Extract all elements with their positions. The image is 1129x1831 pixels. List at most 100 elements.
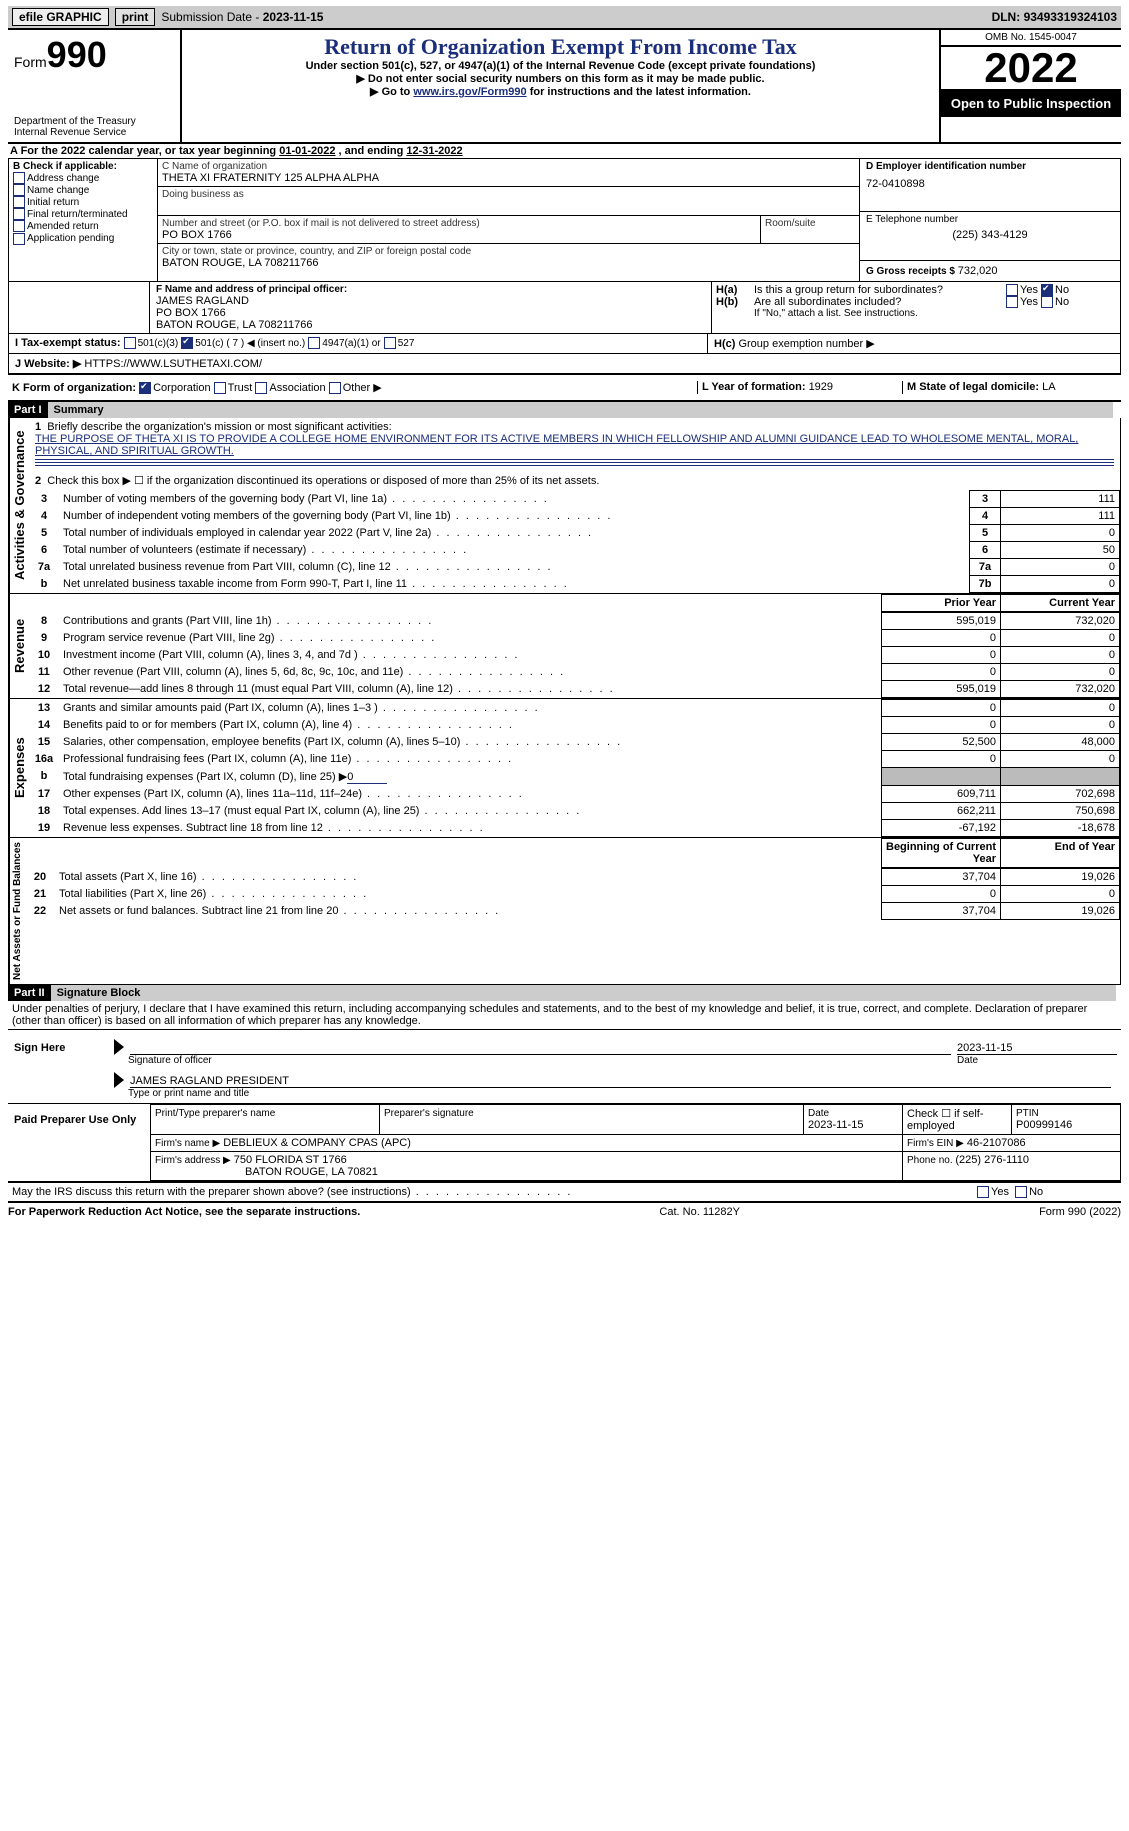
side-activities: Activities & Governance [9, 418, 29, 593]
firm-name: DEBLIEUX & COMPANY CPAS (APC) [223, 1137, 411, 1149]
table-row: 9Program service revenue (Part VIII, lin… [29, 630, 1120, 647]
dln: DLN: 93493319324103 [992, 10, 1117, 24]
city-state-zip: BATON ROUGE, LA 708211766 [162, 257, 855, 269]
line-a: A For the 2022 calendar year, or tax yea… [8, 144, 1121, 159]
line2-text: Check this box ▶ ☐ if the organization d… [47, 475, 599, 487]
i-527[interactable] [384, 337, 396, 349]
table-row: 4Number of independent voting members of… [29, 508, 1120, 525]
discuss-no[interactable] [1015, 1186, 1027, 1198]
table-row: 20Total assets (Part X, line 16)37,70419… [25, 869, 1120, 886]
mission-text: THE PURPOSE OF THETA XI IS TO PROVIDE A … [35, 433, 1078, 457]
org-name: THETA XI FRATERNITY 125 ALPHA ALPHA [162, 172, 855, 184]
chk-app-pending[interactable]: Application pending [13, 232, 153, 244]
street-address: PO BOX 1766 [162, 229, 756, 241]
side-revenue: Revenue [9, 594, 29, 698]
table-row: 19Revenue less expenses. Subtract line 1… [29, 820, 1120, 837]
box-g-label: G Gross receipts $ [866, 266, 958, 277]
submission-date-label: Submission Date - 2023-11-15 [161, 10, 323, 24]
tax-year: 2022 [941, 46, 1121, 90]
arrow-icon [114, 1072, 124, 1088]
chk-name-change[interactable]: Name change [13, 184, 153, 196]
hb-yes[interactable] [1006, 296, 1018, 308]
paid-preparer-label: Paid Preparer Use Only [8, 1104, 150, 1181]
ha-no[interactable] [1041, 284, 1053, 296]
header-grid: B Check if applicable: Address change Na… [8, 159, 1121, 282]
line-k-label: K Form of organization: [12, 382, 136, 394]
table-row: 8Contributions and grants (Part VIII, li… [29, 613, 1120, 630]
k-corp[interactable] [139, 382, 151, 394]
line-i-label: I Tax-exempt status: [15, 337, 121, 349]
box-f-label: F Name and address of principal officer: [156, 284, 705, 295]
ha-text: Is this a group return for subordinates? [754, 284, 1006, 296]
table-row: 7aTotal unrelated business revenue from … [29, 559, 1120, 576]
table-row: bTotal fundraising expenses (Part IX, co… [29, 768, 1120, 786]
table-row: 12Total revenue—add lines 8 through 11 (… [29, 681, 1120, 698]
part2-header: Part IISignature Block [8, 985, 1121, 1001]
ptin: P00999146 [1016, 1119, 1072, 1131]
hb-no[interactable] [1041, 296, 1053, 308]
box-c-label: C Name of organization [162, 161, 855, 172]
phone-value: (225) 343-4129 [866, 225, 1114, 241]
efile-button[interactable]: efile GRAPHIC [12, 8, 109, 26]
table-row: 21Total liabilities (Part X, line 26)00 [25, 886, 1120, 903]
chk-initial-return[interactable]: Initial return [13, 196, 153, 208]
website-value: HTTPS://WWW.LSUTHETAXI.COM/ [84, 358, 262, 370]
box-e-label: E Telephone number [866, 214, 1114, 225]
table-row: 14Benefits paid to or for members (Part … [29, 717, 1120, 734]
street-label: Number and street (or P.O. box if mail i… [162, 218, 756, 229]
f-h-grid: F Name and address of principal officer:… [8, 282, 1121, 334]
table-row: 18Total expenses. Add lines 13–17 (must … [29, 803, 1120, 820]
table-row: 15Salaries, other compensation, employee… [29, 734, 1120, 751]
firm-phone: (225) 276-1110 [955, 1154, 1029, 1166]
chk-address-change[interactable]: Address change [13, 172, 153, 184]
dept-treasury: Department of the Treasury [14, 116, 174, 127]
table-row: 22Net assets or fund balances. Subtract … [25, 903, 1120, 920]
state-domicile: LA [1042, 381, 1055, 393]
i-501c[interactable] [181, 337, 193, 349]
table-row: bNet unrelated business taxable income f… [29, 576, 1120, 593]
line-j-label: J Website: ▶ [15, 358, 81, 370]
form-header: Form990 Department of the Treasury Inter… [8, 28, 1121, 144]
subtitle-1: Under section 501(c), 527, or 4947(a)(1)… [188, 60, 933, 72]
part1-header: Part ISummary [8, 402, 1121, 418]
subtitle-3: ▶ Go to www.irs.gov/Form990 for instruct… [188, 85, 933, 98]
side-expenses: Expenses [9, 699, 29, 837]
firm-addr1: 750 FLORIDA ST 1766 [234, 1154, 347, 1166]
arrow-icon [114, 1039, 124, 1055]
chk-amended[interactable]: Amended return [13, 220, 153, 232]
gross-receipts: 732,020 [958, 265, 998, 277]
i-501c3[interactable] [124, 337, 136, 349]
sign-date: 2023-11-15 [957, 1042, 1117, 1055]
table-row: 16aProfessional fundraising fees (Part I… [29, 751, 1120, 768]
hc-text: Group exemption number ▶ [738, 338, 874, 350]
table-row: 17Other expenses (Part IX, column (A), l… [29, 786, 1120, 803]
irs-link[interactable]: www.irs.gov/Form990 [413, 86, 526, 98]
ein-value: 72-0410898 [866, 172, 1114, 190]
penalties-text: Under penalties of perjury, I declare th… [8, 1001, 1121, 1030]
discuss-yes[interactable] [977, 1186, 989, 1198]
sign-here-label: Sign Here [8, 1030, 110, 1103]
topbar: efile GRAPHIC print Submission Date - 20… [8, 6, 1121, 28]
page-footer: For Paperwork Reduction Act Notice, see … [8, 1203, 1121, 1218]
chk-final-return[interactable]: Final return/terminated [13, 208, 153, 220]
officer-addr1: PO BOX 1766 [156, 307, 705, 319]
subtitle-2: ▶ Do not enter social security numbers o… [188, 72, 933, 85]
hb-text: Are all subordinates included? [754, 296, 1006, 308]
firm-addr2: BATON ROUGE, LA 70821 [155, 1166, 378, 1178]
k-assoc[interactable] [255, 382, 267, 394]
discuss-text: May the IRS discuss this return with the… [12, 1186, 977, 1198]
dba-label: Doing business as [162, 189, 855, 200]
table-row: 11Other revenue (Part VIII, column (A), … [29, 664, 1120, 681]
table-row: 13Grants and similar amounts paid (Part … [29, 700, 1120, 717]
i-4947[interactable] [308, 337, 320, 349]
print-button[interactable]: print [115, 8, 156, 26]
form-title: Return of Organization Exempt From Incom… [188, 34, 933, 60]
room-label: Room/suite [765, 218, 855, 229]
k-trust[interactable] [214, 382, 226, 394]
k-other[interactable] [329, 382, 341, 394]
form-number: Form990 [14, 34, 174, 76]
year-formation: 1929 [809, 381, 833, 393]
ha-yes[interactable] [1006, 284, 1018, 296]
city-label: City or town, state or province, country… [162, 246, 855, 257]
firm-ein: 46-2107086 [967, 1137, 1026, 1149]
